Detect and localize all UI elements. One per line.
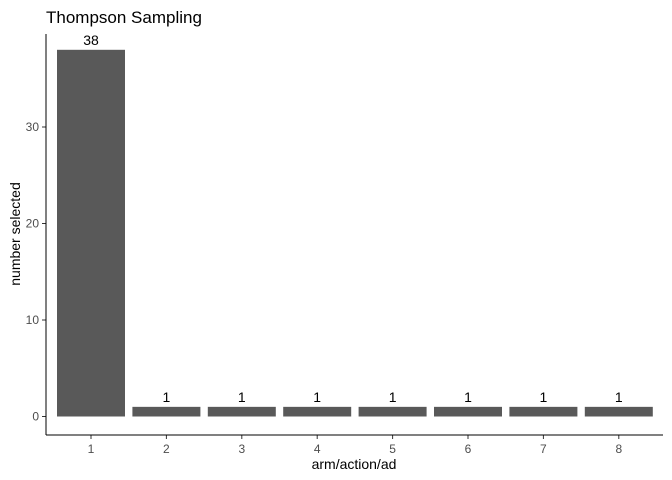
bars-group xyxy=(57,49,653,417)
x-axis-ticks: 1 2 3 4 5 6 7 8 xyxy=(88,435,622,456)
y-tick-label-30: 30 xyxy=(26,120,40,134)
x-axis-title: arm/action/ad xyxy=(312,456,397,472)
bar-7 xyxy=(509,406,578,417)
x-tick-label-8: 8 xyxy=(615,442,622,456)
y-tick-label-0: 0 xyxy=(32,410,39,424)
x-tick-label-3: 3 xyxy=(238,442,245,456)
bar-5 xyxy=(358,406,427,417)
data-label-4: 1 xyxy=(313,389,321,405)
x-tick-label-1: 1 xyxy=(88,442,95,456)
bar-6 xyxy=(434,406,502,417)
data-label-3: 1 xyxy=(238,389,246,405)
data-label-1: 38 xyxy=(83,32,99,48)
x-tick-label-6: 6 xyxy=(465,442,472,456)
y-axis-ticks: 0 10 20 30 xyxy=(26,120,46,424)
bar-1 xyxy=(57,49,125,417)
x-tick-label-5: 5 xyxy=(389,442,396,456)
x-tick-label-7: 7 xyxy=(540,442,547,456)
x-tick-label-2: 2 xyxy=(163,442,170,456)
data-label-2: 1 xyxy=(163,389,171,405)
bar-2 xyxy=(132,406,201,417)
bar-4 xyxy=(283,406,352,417)
bar-3 xyxy=(207,406,276,417)
bar-8 xyxy=(584,406,653,417)
chart-title: Thompson Sampling xyxy=(46,8,202,27)
data-label-6: 1 xyxy=(464,389,472,405)
data-labels-group: 38 1 1 1 1 1 1 1 xyxy=(83,32,623,405)
x-tick-label-4: 4 xyxy=(314,442,321,456)
y-axis-title: number selected xyxy=(7,182,23,286)
data-label-5: 1 xyxy=(389,389,397,405)
y-tick-label-20: 20 xyxy=(26,217,40,231)
data-label-8: 1 xyxy=(615,389,623,405)
data-label-7: 1 xyxy=(540,389,548,405)
y-tick-label-10: 10 xyxy=(26,313,40,327)
